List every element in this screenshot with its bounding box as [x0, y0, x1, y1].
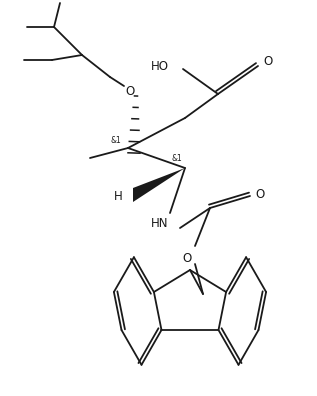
Text: &1: &1 [111, 135, 121, 145]
Text: O: O [126, 84, 135, 97]
Text: O: O [182, 251, 191, 265]
Text: HN: HN [151, 217, 169, 230]
Polygon shape [133, 168, 185, 202]
Text: HO: HO [151, 59, 169, 72]
Text: O: O [263, 55, 273, 67]
Text: &1: &1 [171, 154, 182, 162]
Text: O: O [256, 187, 265, 200]
Text: H: H [114, 190, 123, 202]
